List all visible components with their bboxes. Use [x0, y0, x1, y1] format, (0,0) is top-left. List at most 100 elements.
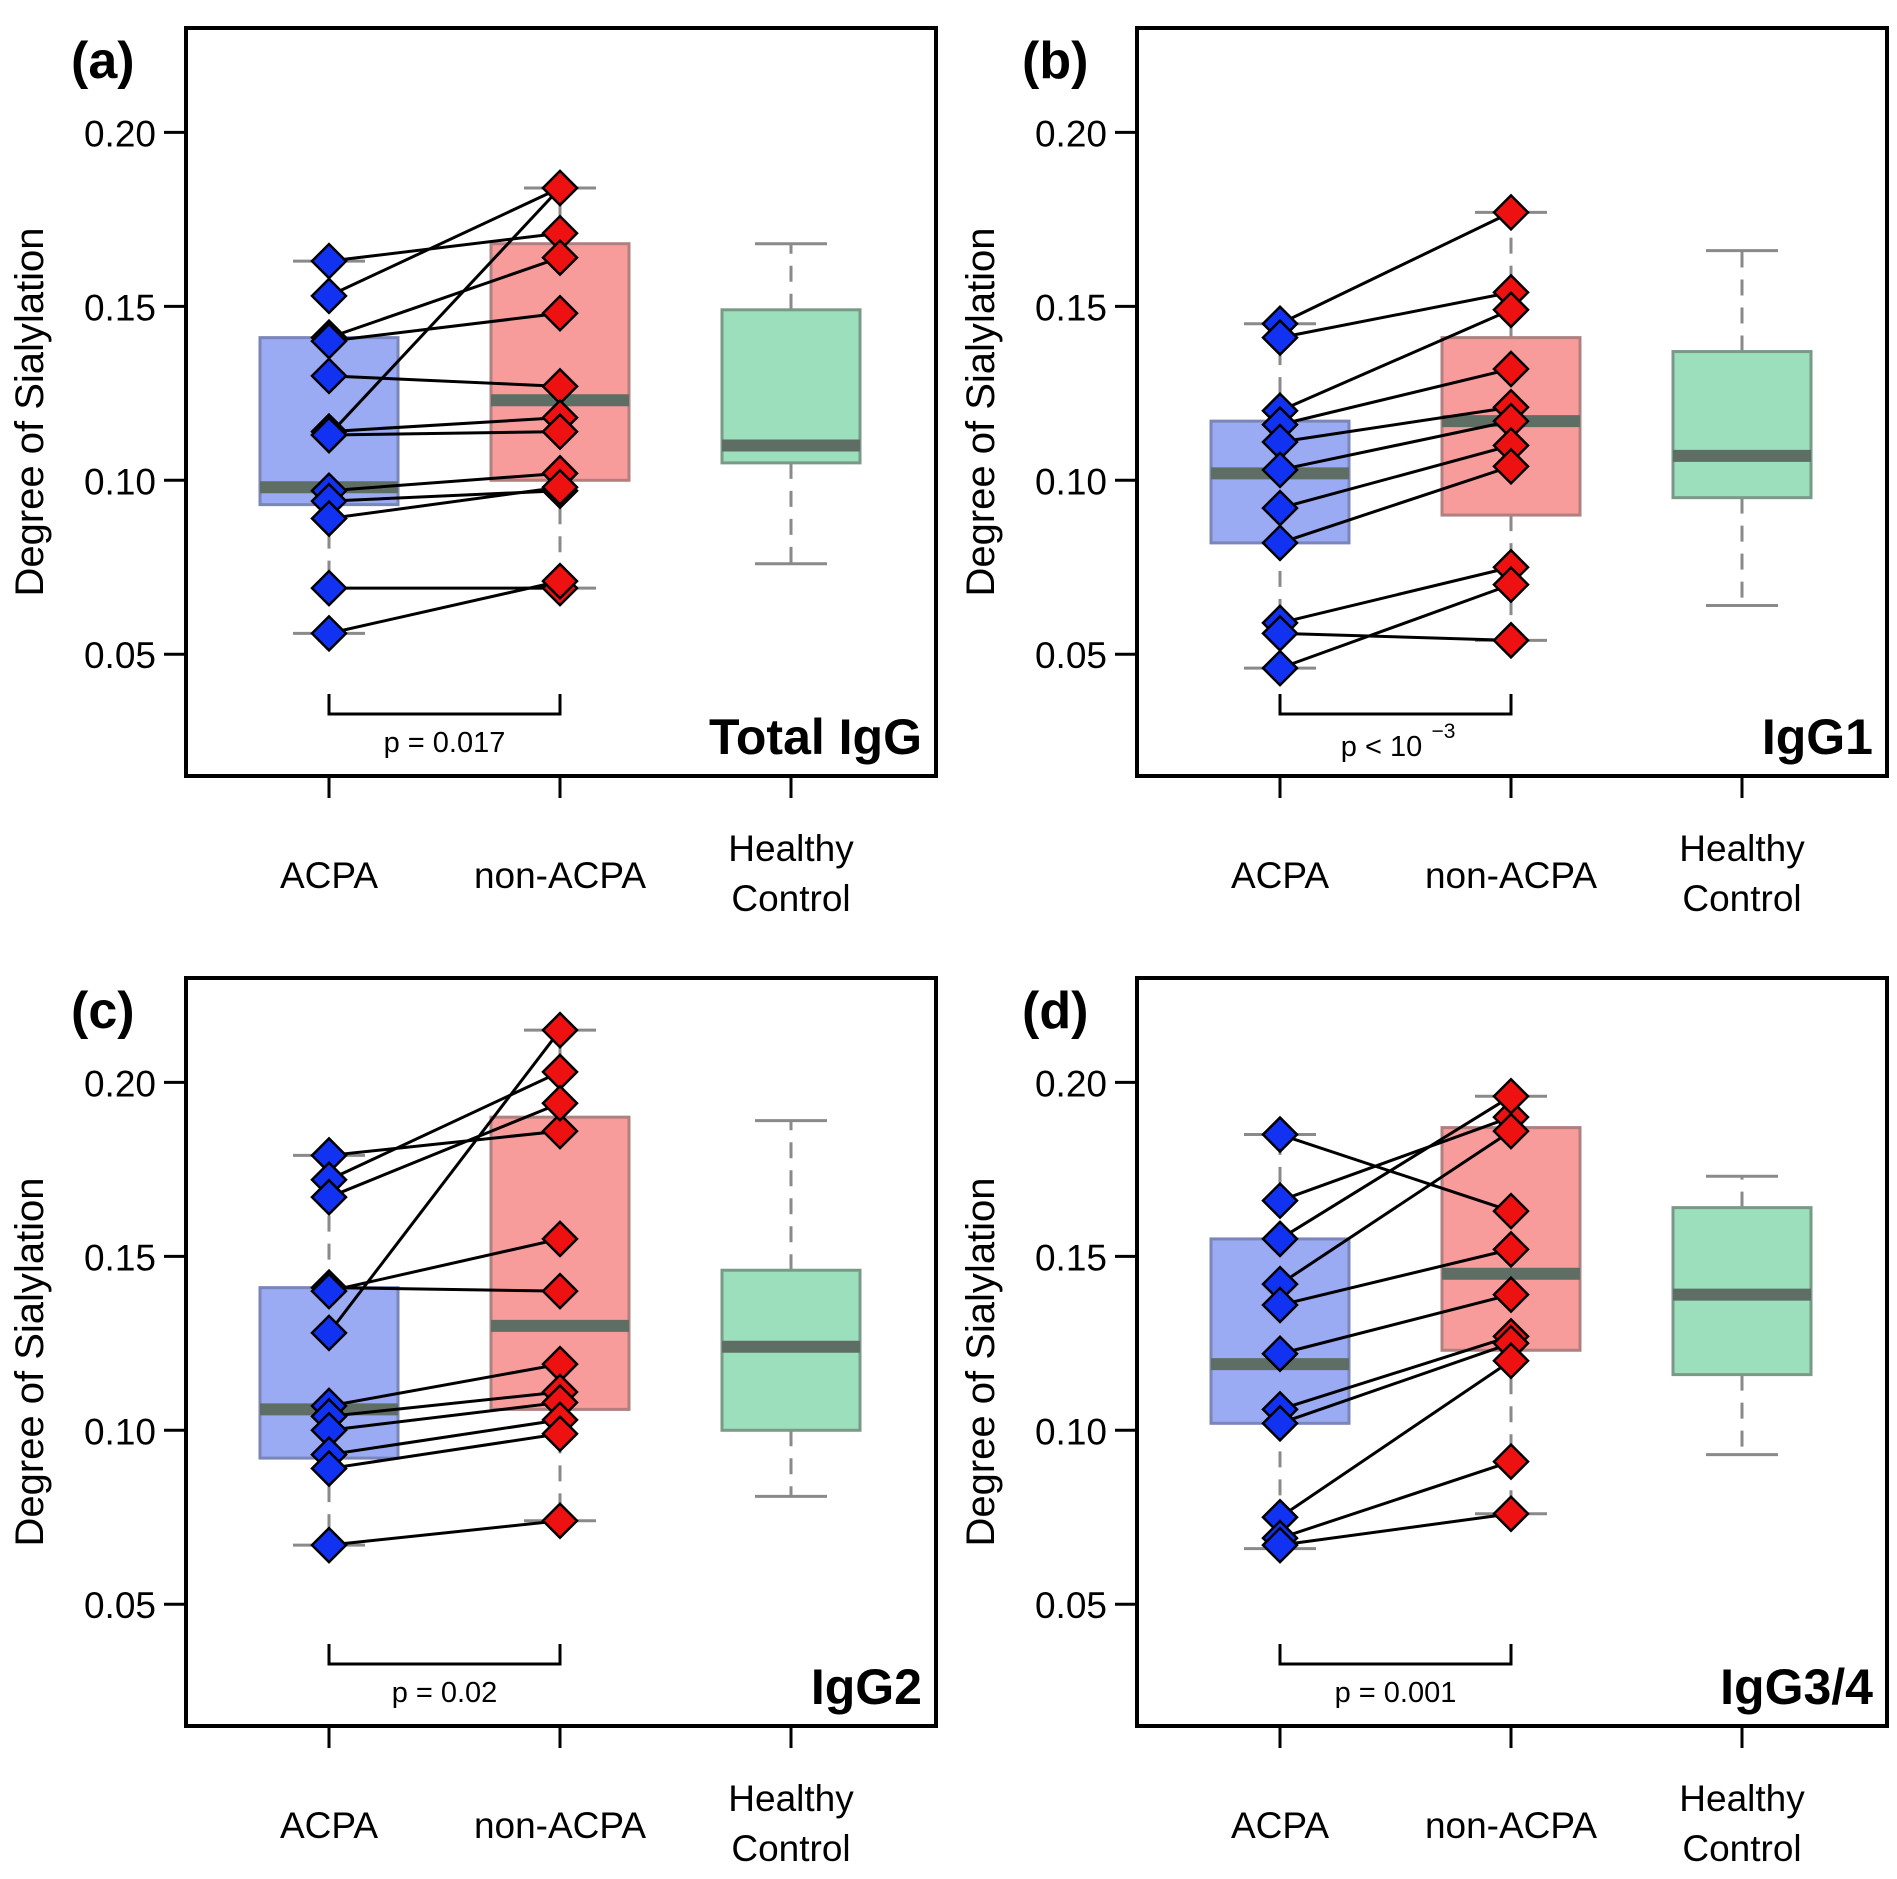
significance-bracket	[1278, 694, 1513, 716]
nonacpa-point	[541, 1084, 579, 1123]
acpa-point	[310, 416, 348, 454]
nonacpa-point	[1492, 1192, 1530, 1230]
nonacpa-point	[1492, 1112, 1530, 1150]
pair-line	[328, 471, 561, 493]
significance-bracket	[327, 1644, 562, 1666]
y-tick-label: 0.15	[84, 1237, 156, 1278]
x-tick-label-non-acpa: non-ACPA	[1425, 855, 1597, 896]
plot-frame	[1135, 976, 1889, 1728]
p-value-label: p < 10	[1341, 731, 1422, 763]
x-tick-label-non-acpa: non-ACPA	[1425, 1805, 1597, 1846]
nonacpa-point	[1492, 621, 1530, 660]
pair-line	[1279, 1334, 1512, 1411]
acpa-point	[310, 1526, 348, 1564]
p-value-exponent: −3	[1432, 720, 1456, 743]
nonacpa-point	[1492, 193, 1530, 232]
pair-line	[1279, 308, 1512, 413]
x-tick-label-control: Control	[731, 878, 850, 919]
x-tick-label-healthy: Healthy	[1679, 828, 1805, 869]
pair-line	[1279, 565, 1512, 625]
x-tick-label-non-acpa: non-ACPA	[474, 1805, 646, 1846]
panel-title: IgG3/4	[1720, 1659, 1873, 1715]
y-tick-label: 0.20	[1035, 1063, 1107, 1104]
nonacpa-point	[541, 468, 579, 507]
x-tick-label-control: Control	[731, 1828, 850, 1869]
pair-line	[328, 430, 561, 437]
pair-line	[1279, 1293, 1512, 1356]
nonacpa-point	[541, 1112, 579, 1150]
nonacpa-point	[1492, 1275, 1530, 1314]
panel-letter: (b)	[1022, 32, 1088, 90]
acpa-point	[1261, 1286, 1299, 1324]
nonacpa-point	[541, 1053, 579, 1091]
y-tick-label: 0.05	[84, 635, 156, 676]
y-tick-label: 0.15	[84, 287, 156, 328]
y-axis-label: Degree of Sialylation	[8, 1177, 52, 1546]
pair-line	[328, 311, 561, 343]
pair-line	[1279, 1115, 1512, 1203]
acpa-point	[310, 1314, 348, 1352]
x-tick-label-acpa: ACPA	[280, 1805, 378, 1846]
panel-title: IgG2	[811, 1659, 922, 1715]
significance-bracket	[327, 694, 562, 716]
pair-line	[1279, 1460, 1512, 1540]
p-value-label: p = 0.001	[1335, 1677, 1457, 1709]
pair-line	[1279, 211, 1512, 326]
pair-line	[328, 231, 561, 263]
nonacpa-point	[1492, 1077, 1530, 1116]
x-tick-label-acpa: ACPA	[280, 855, 378, 896]
nonacpa-point	[541, 412, 579, 451]
y-tick-label: 0.05	[1035, 1585, 1107, 1626]
nonacpa-point	[1492, 1442, 1530, 1481]
y-tick-label: 0.05	[1035, 635, 1107, 676]
pair-line	[1279, 1133, 1512, 1213]
panel-letter: (c)	[71, 982, 135, 1040]
panel-d: Degree of Sialylation 0.05 0.10 0.15 0.20 ACP…	[959, 976, 1889, 1869]
pair-line	[1279, 1341, 1512, 1425]
pair-line	[328, 1432, 561, 1471]
acpa-point	[1261, 1526, 1299, 1564]
box-healthy-control	[720, 308, 862, 465]
y-axis-label: Degree of Sialylation	[959, 1177, 1003, 1546]
nonacpa-point	[1492, 447, 1530, 486]
plot-frame	[184, 26, 938, 778]
acpa-point	[310, 357, 348, 395]
y-tick-label: 0.05	[84, 1585, 156, 1626]
nonacpa-point	[1492, 1495, 1530, 1533]
acpa-point	[1261, 524, 1299, 562]
panel-title: Total IgG	[709, 709, 922, 765]
pair-line	[1279, 444, 1512, 510]
pair-line	[1279, 631, 1512, 642]
acpa-point	[310, 614, 348, 653]
pair-line	[1279, 1129, 1512, 1286]
panel-c: Degree of Sialylation 0.05 0.10 0.15 0.20 ACP…	[8, 976, 938, 1869]
significance-bracket	[1278, 1644, 1513, 1666]
acpa-point	[310, 569, 348, 607]
y-axis-label: Degree of Sialylation	[959, 227, 1003, 596]
pair-line	[327, 187, 562, 437]
x-tick-label-control: Control	[1682, 1828, 1801, 1869]
x-tick-label-healthy: Healthy	[728, 828, 854, 869]
nonacpa-point	[1492, 565, 1530, 604]
acpa-point	[310, 1178, 348, 1216]
acpa-point	[310, 1272, 348, 1310]
pair-line	[1279, 419, 1512, 472]
pair-line	[328, 1129, 561, 1157]
pair-line	[1279, 1095, 1512, 1241]
acpa-point	[1261, 1115, 1299, 1154]
pair-line	[328, 1286, 561, 1293]
pair-line	[1279, 1512, 1512, 1547]
pair-line	[328, 374, 561, 388]
pair-line	[1279, 1247, 1512, 1307]
pair-line	[1279, 583, 1512, 670]
y-tick-label: 0.10	[1035, 1411, 1107, 1452]
plot-frame	[1135, 26, 1889, 778]
pair-line	[328, 485, 561, 521]
pair-line	[328, 1070, 561, 1182]
acpa-point	[1261, 1220, 1299, 1258]
pair-line	[328, 1519, 561, 1547]
nonacpa-point	[541, 1501, 579, 1540]
acpa-point	[310, 242, 348, 280]
pair-line	[1279, 1359, 1512, 1519]
